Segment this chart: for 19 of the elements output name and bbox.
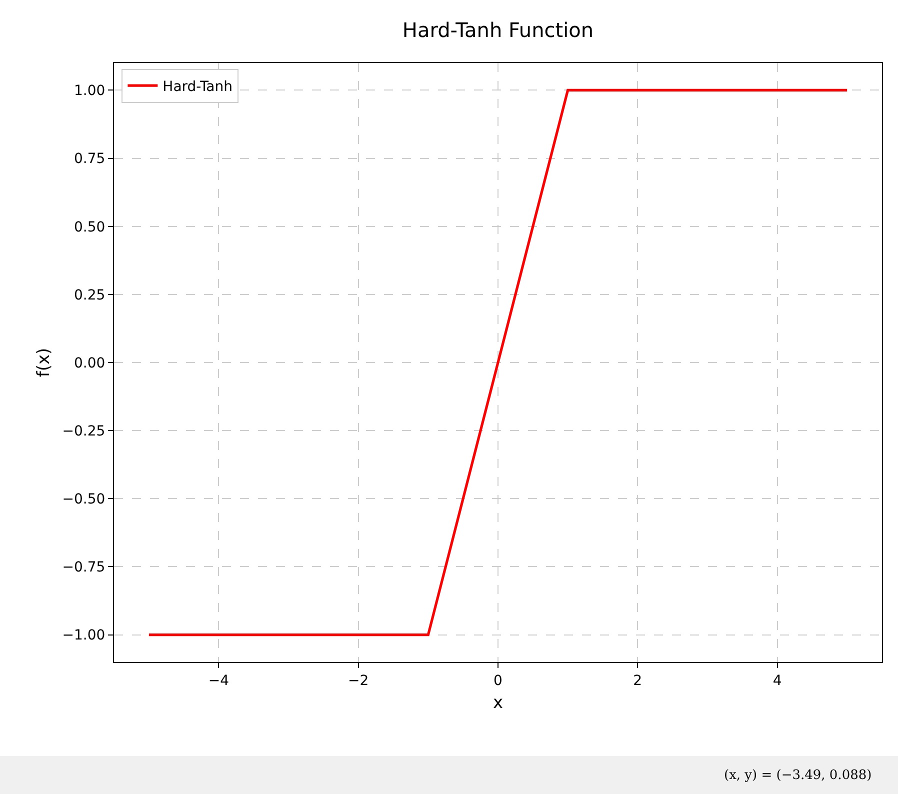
- y-tick-label: −1.00: [62, 628, 106, 644]
- x-tick-label: 0: [494, 672, 502, 689]
- x-tick-label: 2: [633, 672, 642, 689]
- y-tick-label: −0.25: [62, 423, 106, 440]
- text: (x, y) = (−3.49, 0.088): [724, 768, 872, 783]
- y-tick-label: 0.50: [74, 219, 106, 236]
- y-tick-label: 0.00: [74, 355, 106, 372]
- x-tick-label: 4: [772, 672, 782, 689]
- x-axis-title: x: [492, 693, 504, 714]
- chart-title: Hard-Tanh Function: [402, 18, 594, 42]
- y-tick-label: −0.75: [62, 560, 106, 576]
- y-tick-label: 0.75: [74, 151, 106, 168]
- x-tick-label: −4: [208, 672, 230, 689]
- y-tick-label: 0.25: [74, 287, 106, 304]
- y-tick-label: 1.00: [74, 83, 106, 100]
- y-axis-title: f(x): [34, 348, 54, 378]
- legend-label: Hard-Tanh: [162, 79, 233, 96]
- y-tick-label: −0.50: [62, 492, 106, 508]
- x-tick-label: −2: [348, 672, 369, 689]
